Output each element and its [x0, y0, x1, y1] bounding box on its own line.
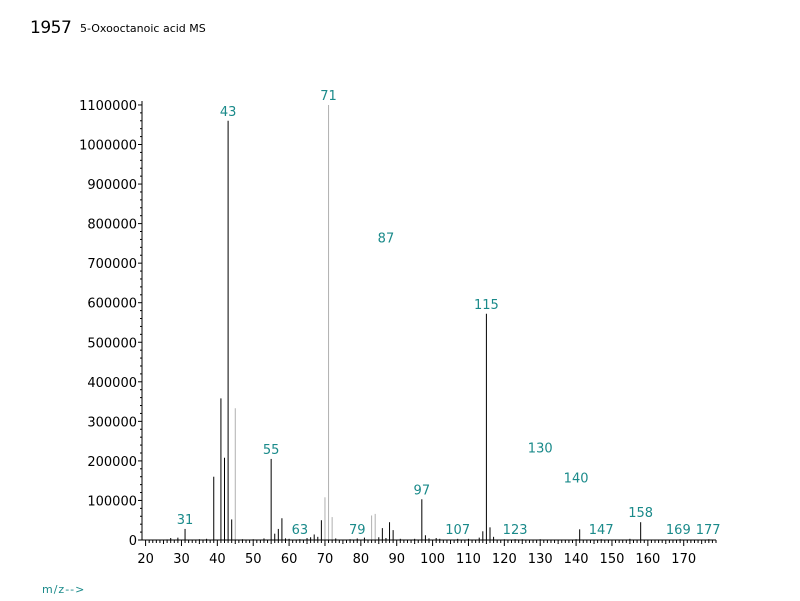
y-tick-label: 300000	[87, 415, 137, 430]
x-tick-label: 100	[420, 552, 445, 567]
peak-mz-label: 115	[474, 298, 499, 313]
x-tick-label: 170	[671, 552, 696, 567]
peak-mz-label: 55	[263, 443, 280, 458]
peaks-layer	[166, 104, 710, 540]
peak-mz-label: 87	[378, 231, 395, 246]
x-tick-label: 50	[245, 552, 262, 567]
peak-mz-label: 31	[177, 513, 194, 528]
x-tick-label: 130	[528, 552, 553, 567]
peak-mz-label: 158	[628, 506, 653, 521]
peak-mz-label: 79	[349, 523, 366, 538]
x-tick-label: 110	[456, 552, 481, 567]
x-axis-unit-label: m/z-->	[42, 583, 86, 596]
x-tick-label: 60	[281, 552, 298, 567]
x-tick-label: 160	[635, 552, 660, 567]
peak-mz-label: 43	[220, 105, 237, 120]
tick-layer: 0 100000 200000 300000 400000 500000 600000 700…	[79, 99, 717, 567]
y-tick-label: 700000	[87, 257, 137, 272]
x-tick-label: 70	[317, 552, 334, 567]
y-tick-label: 900000	[87, 178, 137, 193]
x-tick-label: 40	[209, 552, 226, 567]
y-tick-label: 500000	[87, 336, 137, 351]
y-tick-label: 1000000	[79, 139, 137, 154]
x-tick-label: 140	[564, 552, 589, 567]
y-tick-label: 100000	[87, 494, 137, 509]
y-tick-label: 600000	[87, 297, 137, 312]
peak-mz-label: 71	[320, 89, 337, 104]
spectrum-title: 5-Oxooctanoic acid MS	[80, 22, 206, 35]
x-tick-label: 120	[492, 552, 517, 567]
x-tick-label: 20	[137, 552, 154, 567]
y-tick-label: 1100000	[79, 99, 137, 114]
y-tick-label: 400000	[87, 376, 137, 391]
peak-mz-label: 147	[589, 523, 614, 538]
peak-mz-label: 177	[696, 523, 721, 538]
peak-labels-layer: 31 43 55 63 71 79 87 97 107 115 123 130 140 147 158 169…	[177, 89, 721, 538]
peak-mz-label: 130	[528, 442, 553, 457]
peak-mz-label: 107	[445, 523, 470, 538]
peak-mz-label: 169	[666, 523, 691, 538]
spectrum-id: 1957	[30, 18, 72, 38]
x-tick-label: 30	[173, 552, 190, 567]
peak-mz-label: 140	[564, 471, 589, 486]
y-tick-label: 0	[129, 534, 137, 549]
x-tick-label: 90	[388, 552, 405, 567]
y-tick-label: 200000	[87, 455, 137, 470]
peak-mz-label: 63	[292, 523, 309, 538]
peak-mz-label: 123	[503, 523, 528, 538]
x-tick-label: 150	[600, 552, 625, 567]
x-tick-label: 80	[353, 552, 370, 567]
peak-mz-label: 97	[414, 483, 431, 498]
y-tick-label: 800000	[87, 218, 137, 233]
